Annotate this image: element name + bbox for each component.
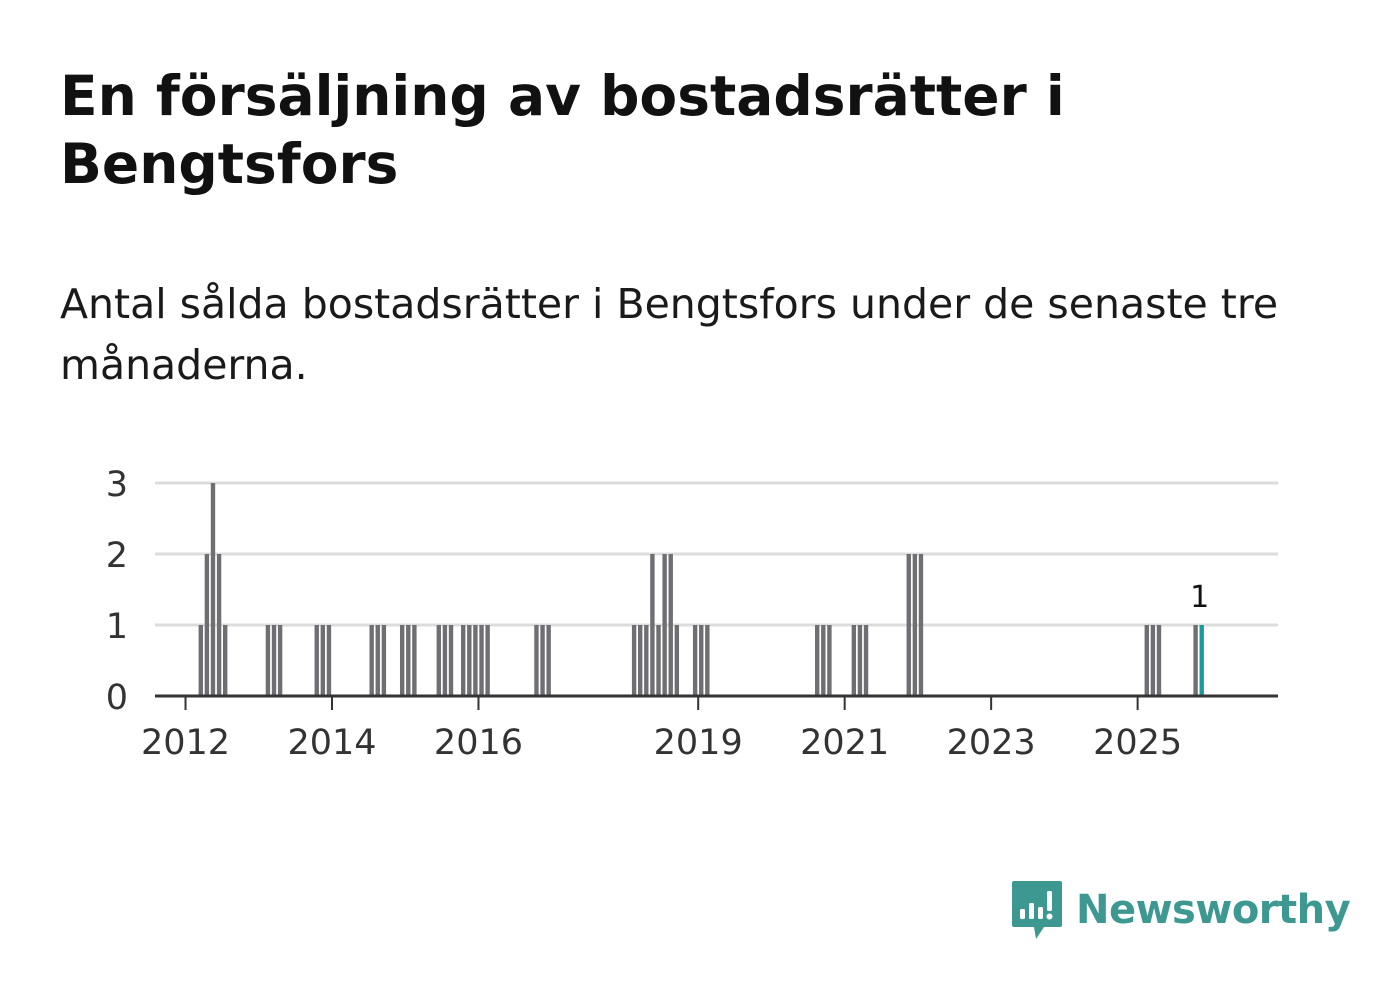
brand-name: Newsworthy xyxy=(1076,887,1351,933)
bar xyxy=(314,625,319,696)
bar xyxy=(1144,625,1149,696)
y-tick-label: 3 xyxy=(106,465,128,505)
bar xyxy=(662,554,667,696)
bar xyxy=(271,625,277,696)
value-label: 1 xyxy=(1190,580,1209,615)
bar xyxy=(1150,625,1156,696)
x-tick-label: 2012 xyxy=(141,723,230,763)
bar xyxy=(442,625,448,696)
bar xyxy=(851,625,857,696)
bar xyxy=(467,625,472,696)
bar xyxy=(448,625,454,696)
bar xyxy=(534,625,539,696)
bar xyxy=(198,625,203,696)
bar xyxy=(381,625,387,696)
bar xyxy=(461,625,466,696)
bar xyxy=(668,554,673,696)
y-tick-label: 0 xyxy=(106,678,128,718)
bar xyxy=(821,625,826,696)
bar xyxy=(912,554,918,696)
bar xyxy=(1193,625,1198,696)
bar xyxy=(546,625,551,696)
newsworthy-logo: Newsworthy xyxy=(1010,878,1351,942)
bar xyxy=(857,625,863,696)
bar xyxy=(699,625,704,696)
y-tick-label: 1 xyxy=(106,607,128,647)
y-tick-label: 2 xyxy=(106,536,128,576)
bar xyxy=(815,625,820,696)
bar xyxy=(320,625,326,696)
bar xyxy=(436,625,441,696)
bar-highlight xyxy=(1199,625,1204,696)
x-tick-label: 2014 xyxy=(287,723,376,763)
bar xyxy=(369,625,374,696)
bar xyxy=(406,625,411,696)
x-tick-label: 2025 xyxy=(1093,723,1182,763)
bar xyxy=(650,554,655,696)
x-tick-label: 2021 xyxy=(800,723,889,763)
bar xyxy=(705,625,710,696)
bar xyxy=(479,625,484,696)
bar xyxy=(222,625,228,696)
chart-title: En försäljning av bostadsrätter i Bengts… xyxy=(60,64,1065,196)
bar xyxy=(485,625,490,696)
x-tick-label: 2019 xyxy=(654,723,743,763)
bar xyxy=(216,554,222,696)
bar xyxy=(1156,625,1162,696)
bar xyxy=(375,625,380,696)
bar xyxy=(863,625,869,696)
x-tick-label: 2016 xyxy=(434,723,523,763)
bar xyxy=(638,625,643,696)
chart-subtitle: Antal sålda bostadsrätter i Bengtsfors u… xyxy=(60,280,1279,389)
bar xyxy=(540,625,545,696)
bar xyxy=(326,625,332,696)
x-tick-label: 2023 xyxy=(947,723,1036,763)
bar xyxy=(210,483,216,696)
bar xyxy=(265,625,271,696)
bar xyxy=(412,625,417,696)
bar xyxy=(656,625,661,696)
bar xyxy=(827,625,832,696)
bar xyxy=(692,625,698,696)
bar xyxy=(918,554,924,696)
bar xyxy=(473,625,478,696)
newsworthy-icon xyxy=(1012,881,1062,939)
bar xyxy=(644,625,649,696)
bar xyxy=(277,625,283,696)
bar xyxy=(399,625,405,696)
bar xyxy=(204,554,210,696)
bar xyxy=(631,625,637,696)
bar xyxy=(674,625,680,696)
bar xyxy=(906,554,911,696)
